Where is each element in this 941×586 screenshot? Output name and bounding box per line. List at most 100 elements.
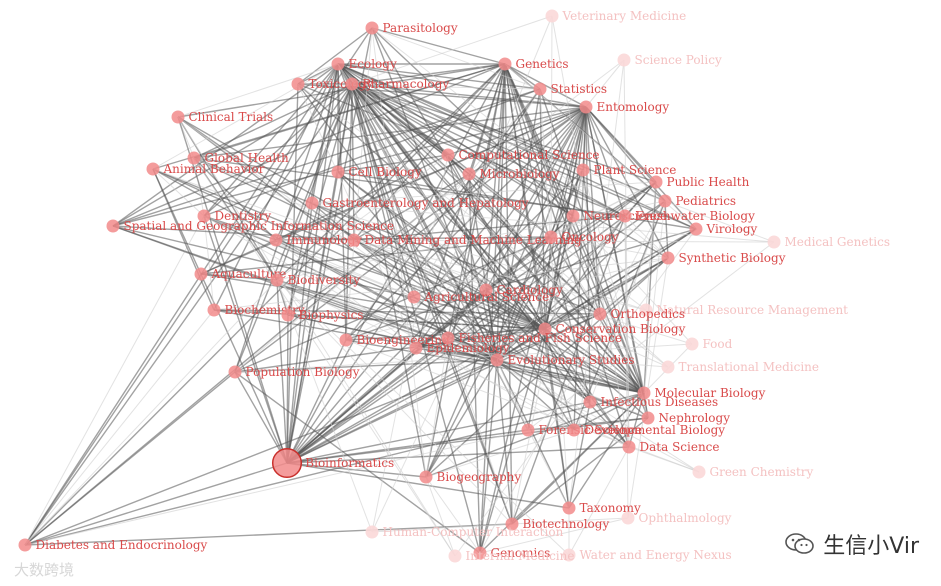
edge-ecology-entomology — [337, 63, 587, 108]
node-internal-medicine — [448, 549, 462, 563]
edge-human-computer-interaction-computational-science — [371, 154, 449, 533]
edge-conservation-biology-cardiology — [485, 289, 546, 330]
edge-conservation-biology-cell-biology — [337, 171, 546, 330]
node-label-agricultural-science: Agricultural Science — [424, 290, 550, 304]
edge-biodiversity-computational-science — [276, 154, 449, 281]
edge-data-science-biodiversity — [276, 279, 630, 448]
edge-animal-behavior-ecology — [152, 63, 339, 170]
node-spatial-and-geographic-information-science — [106, 219, 120, 233]
edge-evolutionary-studies-statistics — [496, 88, 541, 361]
edge-evolutionary-studies-cardiology — [485, 289, 498, 361]
node-microbiology — [462, 167, 476, 181]
edge-water-and-energy-nexus-data-science — [568, 446, 630, 556]
edge-cell-biology-computational-science — [337, 154, 449, 173]
node-label-diabetes-and-endocrinology: Diabetes and Endocrinology — [36, 538, 208, 552]
node-label-bioinformatics: Bioinformatics — [305, 456, 394, 470]
watermark-right: 生信小Vir — [785, 528, 919, 560]
edge-medical-genetics-pharmacology — [351, 83, 775, 243]
edge-clinical-trials-ecology — [177, 63, 339, 118]
edge-nephrology-fisheries-and-fish-science — [447, 337, 649, 419]
edge-genetics-molecular-biology — [504, 63, 645, 394]
edge-synthetic-biology-pediatrics — [664, 200, 669, 259]
node-label-science-policy: Science Policy — [635, 53, 722, 67]
node-label-biophysics: Biophysics — [299, 308, 364, 322]
edge-entomology-biogeography — [425, 106, 587, 478]
edge-biogeography-fisheries-and-fish-science — [425, 337, 449, 478]
edge-bioinformatics-biogeography — [286, 462, 427, 478]
node-biodiversity — [270, 273, 284, 287]
node-label-cell-biology: Cell Biology — [349, 165, 422, 179]
edge-conservation-biology-freshwater-biology — [544, 215, 626, 330]
edge-translational-medicine-pharmacology — [351, 83, 669, 368]
node-label-pharmacology: Pharmacology — [363, 77, 450, 91]
node-veterinary-medicine — [545, 9, 559, 23]
edge-veterinary-medicine-data-science — [551, 15, 630, 448]
node-label-computational-science: Computational Science — [459, 148, 600, 162]
wechat-icon — [785, 533, 815, 554]
node-label-infectious-diseases: Infectious Diseases — [601, 395, 719, 409]
node-human-computer-interaction — [365, 525, 379, 539]
node-data-mining-and-machine-learning — [347, 233, 361, 247]
edge-molecular-biology-data-science — [628, 392, 645, 448]
edge-population-biology-oncology — [234, 236, 552, 373]
edge-human-computer-interaction-biodiversity — [276, 279, 373, 533]
edge-evolutionary-studies-synthetic-biology — [496, 257, 669, 361]
edge-molecular-biology-data-mining-and-machine-learning — [353, 239, 645, 394]
edge-biodiversity-aquaculture — [200, 273, 278, 281]
node-freshwater-biology — [618, 209, 632, 223]
edge-parasitology-bioengineering — [345, 27, 373, 341]
watermark-right-text: 生信小Vir — [823, 534, 919, 559]
edge-bioinformatics-epidemiology — [286, 347, 417, 464]
node-computational-science — [441, 148, 455, 162]
node-taxonomy — [562, 501, 576, 515]
edge-natural-resource-management-gastroenterology-and-hepatology — [311, 202, 647, 311]
edge-diabetes-and-endocrinology-biodiversity — [24, 279, 278, 546]
edge-bioinformatics-gastroenterology-and-hepatology — [286, 202, 313, 464]
node-population-biology — [228, 365, 242, 379]
edge-diabetes-and-endocrinology-biochemistry — [24, 309, 215, 546]
node-biotechnology — [505, 517, 519, 531]
node-cell-biology — [331, 165, 345, 179]
node-label-biodiversity: Biodiversity — [288, 273, 361, 287]
node-label-medical-genetics: Medical Genetics — [785, 235, 891, 249]
edge-microbiology-genomics — [468, 173, 481, 554]
edge-freshwater-biology-toxicology — [297, 83, 626, 217]
edge-green-chemistry-data-science — [628, 446, 700, 473]
edge-bioinformatics-biophysics — [286, 314, 289, 464]
edge-epidemiology-public-health — [415, 181, 657, 349]
node-ophthalmology — [621, 511, 635, 525]
node-genetics — [498, 57, 512, 71]
edge-evolutionary-studies-parasitology — [371, 27, 498, 361]
node-label-spatial-and-geographic-information-science: Spatial and Geographic Information Scien… — [124, 219, 394, 233]
edge-immunology-agricultural-science — [275, 239, 415, 298]
edge-entomology-neuroscience — [572, 106, 587, 217]
edge-evolutionary-studies-plant-science — [496, 169, 584, 361]
node-label-conservation-biology: Conservation Biology — [556, 322, 686, 336]
node-synthetic-biology — [661, 251, 675, 265]
edge-evolutionary-studies-computational-science — [447, 154, 498, 361]
node-label-developmental-biology: Developmental Biology — [585, 423, 726, 437]
edge-green-chemistry-bioengineering — [345, 339, 700, 473]
node-infectious-diseases — [583, 395, 597, 409]
node-aquaculture — [194, 267, 208, 281]
edge-genomics-pediatrics — [479, 200, 666, 554]
node-label-genetics: Genetics — [516, 57, 569, 71]
node-molecular-biology — [637, 386, 651, 400]
node-entomology — [579, 100, 593, 114]
edge-immunology-epidemiology — [275, 239, 417, 349]
node-developmental-biology — [567, 423, 581, 437]
edge-entomology-pharmacology — [351, 83, 587, 108]
edge-natural-resource-management-public-health — [645, 181, 657, 311]
node-bioinformatics — [271, 447, 303, 479]
edge-bioengineering-synthetic-biology — [345, 257, 669, 341]
edge-nephrology-biotechnology — [511, 417, 649, 525]
edge-entomology-genetics — [504, 63, 587, 108]
edge-veterinary-medicine-oncology — [550, 15, 553, 238]
node-science-policy — [617, 53, 631, 67]
edge-bioinformatics-bioengineering — [286, 339, 347, 464]
edge-spatial-and-geographic-information-science-statistics — [112, 88, 541, 227]
edge-food-neuroscience — [572, 215, 693, 345]
edge-green-chemistry-fisheries-and-fish-science — [447, 337, 700, 473]
node-plant-science — [576, 163, 590, 177]
